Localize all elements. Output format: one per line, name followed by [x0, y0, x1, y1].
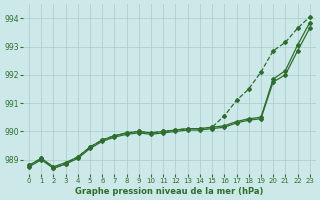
X-axis label: Graphe pression niveau de la mer (hPa): Graphe pression niveau de la mer (hPa) [75, 187, 264, 196]
